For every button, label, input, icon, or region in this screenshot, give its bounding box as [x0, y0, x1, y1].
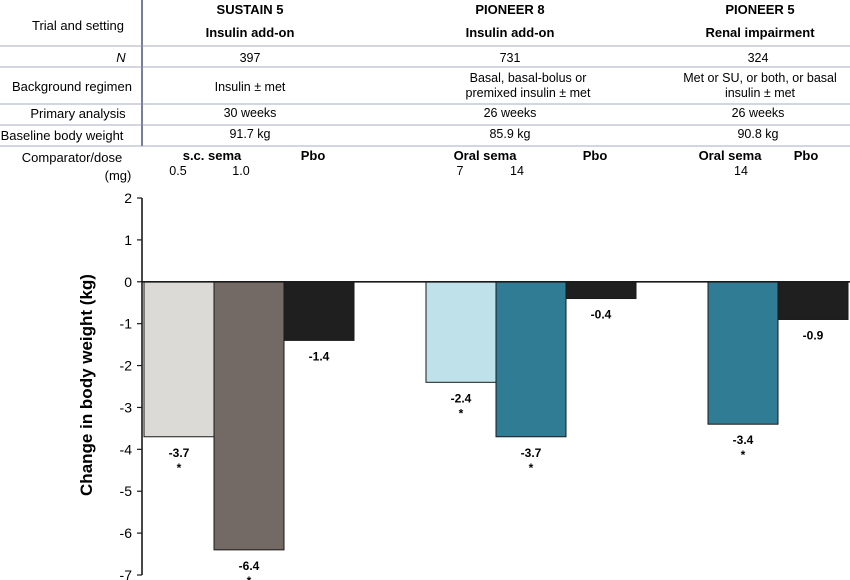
significance-marker: *	[177, 461, 182, 475]
trial-table: Trial and setting N Background regimen P…	[0, 0, 850, 183]
significance-marker: *	[529, 461, 534, 475]
trial-baseline-weight: 90.8 kg	[737, 127, 778, 141]
trial-primary-analysis: 26 weeks	[484, 106, 537, 120]
trial-name: PIONEER 5	[725, 2, 794, 17]
comparator-placebo: Pbo	[794, 148, 819, 163]
y-tick-label: 2	[124, 190, 132, 206]
row-label-dose-unit: (mg)	[105, 168, 132, 183]
comparator-placebo: Pbo	[301, 148, 326, 163]
trial-background: insulin ± met	[725, 86, 796, 100]
comparator-active: Oral sema	[454, 148, 518, 163]
row-label-background: Background regimen	[12, 79, 132, 94]
trial-n: 731	[500, 51, 521, 65]
dose-label: 14	[734, 164, 748, 178]
bar	[213, 281, 285, 551]
y-tick-label: -4	[120, 441, 133, 457]
comparator-placebo: Pbo	[583, 148, 608, 163]
y-tick-label: 0	[124, 274, 132, 290]
y-tick-label: -7	[120, 567, 133, 580]
bar	[777, 281, 849, 320]
trial-background: Basal, basal-bolus or	[470, 71, 587, 85]
y-tick-label: 1	[124, 232, 132, 248]
data-label: -3.4	[733, 433, 754, 447]
bar	[707, 281, 779, 425]
row-label-primary: Primary analysis	[30, 106, 126, 121]
dose-label: 7	[457, 164, 464, 178]
significance-marker: *	[741, 448, 746, 462]
y-tick-label: -2	[120, 358, 133, 374]
comparator-active: Oral sema	[699, 148, 763, 163]
y-tick-label: -5	[120, 483, 133, 499]
trial-setting: Insulin add-on	[466, 25, 555, 40]
trial-primary-analysis: 26 weeks	[732, 106, 785, 120]
trial-background: premixed insulin ± met	[466, 86, 591, 100]
significance-marker: *	[247, 574, 252, 580]
trial-n: 397	[240, 51, 261, 65]
row-label-n: N	[116, 50, 126, 65]
data-label: -1.4	[309, 349, 330, 363]
significance-marker: *	[459, 406, 464, 420]
dose-label: 14	[510, 164, 524, 178]
dose-label: 0.5	[169, 164, 186, 178]
row-label-comparator: Comparator/dose	[22, 150, 122, 165]
y-tick-label: -1	[120, 316, 133, 332]
trial-primary-analysis: 30 weeks	[224, 106, 277, 120]
trial-n: 324	[748, 51, 769, 65]
table-grid-lines	[0, 0, 850, 147]
y-tick-label: -6	[120, 525, 133, 541]
trial-baseline-weight: 91.7 kg	[229, 127, 270, 141]
data-label: -3.7	[169, 446, 190, 460]
row-label-trial: Trial and setting	[32, 18, 124, 33]
data-label: -2.4	[451, 391, 472, 405]
data-label: -0.9	[803, 328, 824, 342]
bar	[143, 281, 215, 438]
plot-area: 210-1-2-3-4-5-6-7-3.7*-6.4*-1.4-2.4*-3.7…	[120, 190, 850, 580]
data-label: -3.7	[521, 446, 542, 460]
y-axis-title: Change in body weight (kg)	[77, 274, 96, 496]
bar	[425, 281, 497, 383]
trial-name: SUSTAIN 5	[217, 2, 284, 17]
data-label: -6.4	[239, 559, 260, 573]
trial-setting: Insulin add-on	[206, 25, 295, 40]
bar	[283, 281, 355, 341]
row-label-baseline: Baseline body weight	[1, 128, 124, 143]
bar	[565, 281, 637, 300]
bar	[495, 281, 567, 438]
trial-background: Insulin ± met	[215, 80, 286, 94]
trial-background: Met or SU, or both, or basal	[683, 71, 837, 85]
trial-setting: Renal impairment	[705, 25, 815, 40]
dose-label: 1.0	[232, 164, 249, 178]
y-tick-label: -3	[120, 399, 133, 415]
data-label: -0.4	[591, 308, 612, 322]
trial-baseline-weight: 85.9 kg	[489, 127, 530, 141]
trial-name: PIONEER 8	[475, 2, 544, 17]
comparator-active: s.c. sema	[183, 148, 242, 163]
